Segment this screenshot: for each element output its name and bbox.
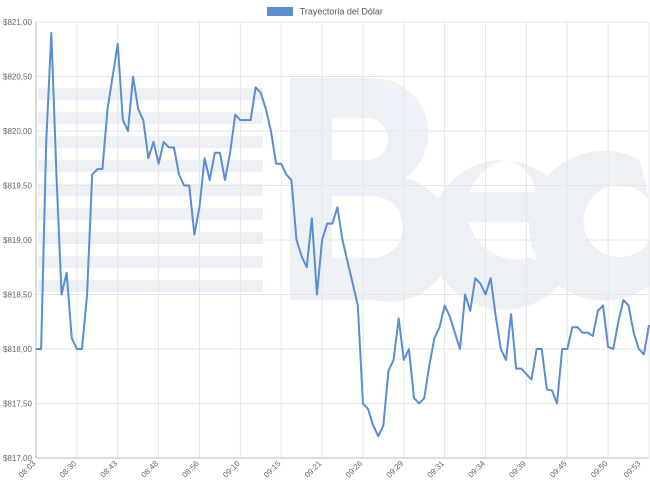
series-line-dolar[interactable] <box>36 31 650 438</box>
axes <box>35 22 649 459</box>
x-tick-label: 09:39 <box>507 459 528 480</box>
y-tick-label: $820,50 <box>3 73 32 82</box>
y-tick-label: $817,50 <box>3 400 32 409</box>
y-tick-label: $818,50 <box>3 291 32 300</box>
x-tick-label: 09:15 <box>262 459 283 480</box>
x-tick-label: 08:30 <box>58 459 79 480</box>
legend-swatch <box>267 7 294 17</box>
x-tick-label: 09:53 <box>622 459 643 480</box>
x-tick-label: 09:34 <box>466 459 487 480</box>
x-tick-label: 09:21 <box>303 459 324 480</box>
y-tick-label: $820,00 <box>3 127 32 136</box>
x-tick-label: 09:45 <box>548 459 569 480</box>
x-tick-label: 08:43 <box>99 459 120 480</box>
x-tick-label: 09:31 <box>426 459 447 480</box>
legend-label: Trayectoria del Dólar <box>299 6 383 17</box>
y-tick-label: $819,50 <box>3 182 32 191</box>
y-tick-label: $817,00 <box>3 454 32 463</box>
series-group <box>36 31 650 438</box>
x-tick-label: 09:29 <box>385 459 406 480</box>
x-tick-label: 08:48 <box>139 459 160 480</box>
watermark-logo <box>38 78 650 310</box>
y-axis-labels: $821,00 $820,50 $820,00 $819,50 $819,00 $818,… <box>3 18 32 463</box>
x-tick-label: 09:26 <box>344 459 365 480</box>
y-tick-label: $819,00 <box>3 236 32 245</box>
y-tick-label: $821,00 <box>3 18 32 27</box>
x-tick-label: 08:56 <box>180 459 201 480</box>
x-tick-label: 09:10 <box>221 459 242 480</box>
x-tick-label: 09:50 <box>589 459 610 480</box>
legend[interactable]: Trayectoria del Dólar <box>0 6 650 17</box>
y-tick-label: $818,00 <box>3 345 32 354</box>
x-axis-labels: 08:03 08:30 08:43 08:48 08:56 09:10 09:15 09:21… <box>17 459 643 480</box>
